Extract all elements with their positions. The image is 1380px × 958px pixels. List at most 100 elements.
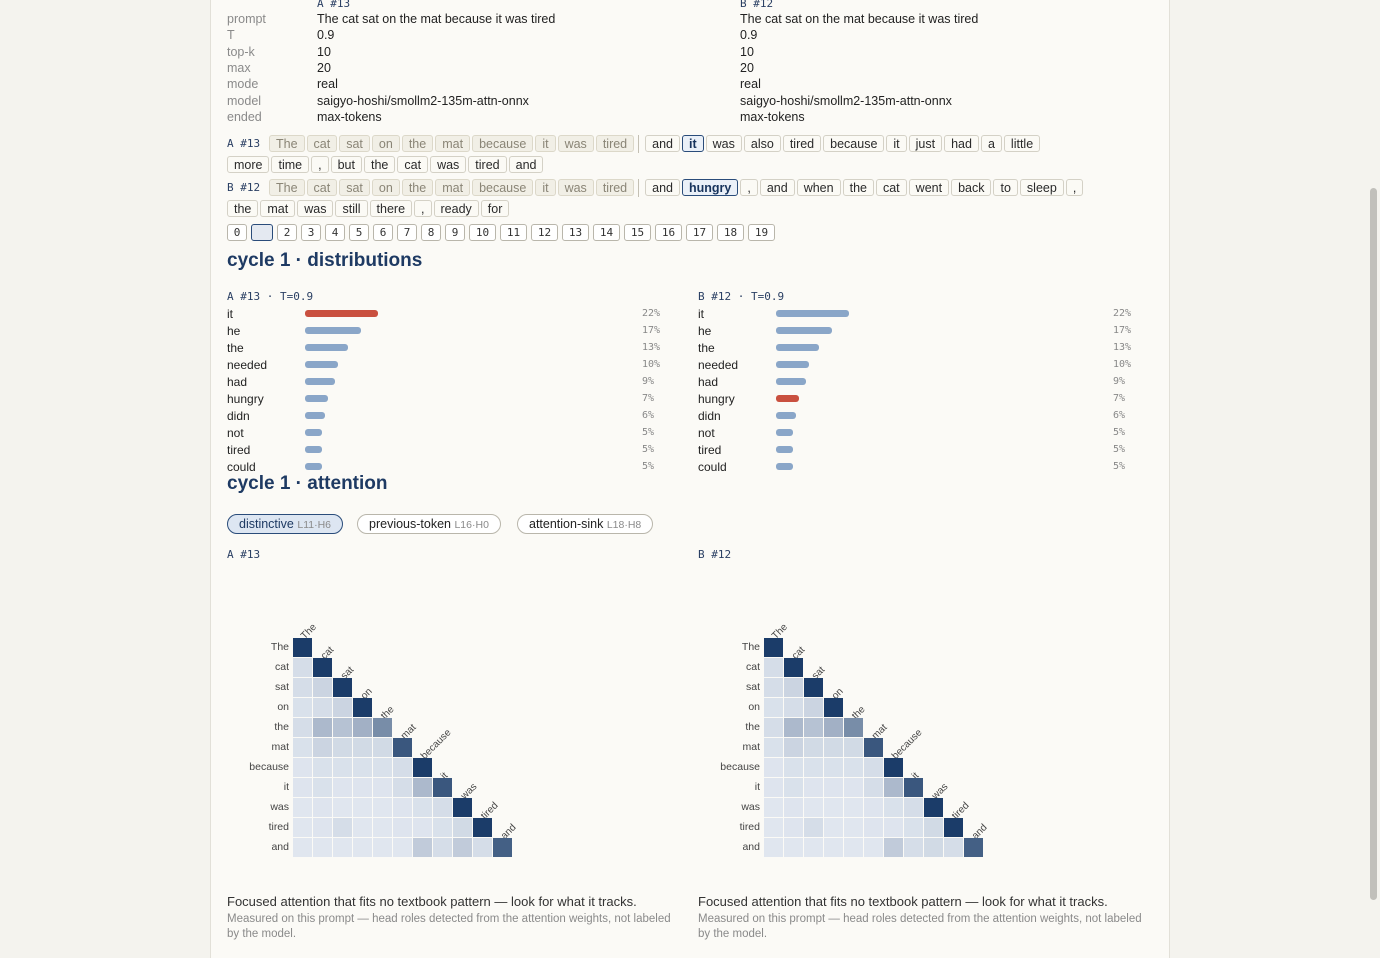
cycle-button[interactable]: 2 xyxy=(277,224,297,241)
cycle-button[interactable]: 0 xyxy=(227,224,247,241)
b-prompt-token[interactable]: tired xyxy=(595,179,635,196)
b-dist-token: the xyxy=(698,341,715,355)
a-hm-cell xyxy=(353,838,372,857)
a-dist-bar xyxy=(305,412,325,419)
a-prompt-token[interactable]: cat xyxy=(306,135,338,152)
b-prompt-token[interactable]: it xyxy=(535,179,556,196)
a-hm-cell xyxy=(313,718,332,737)
b-gen-token[interactable]: , xyxy=(1065,179,1084,196)
b-gen-token[interactable]: still xyxy=(335,200,368,217)
a-gen-token[interactable]: little xyxy=(1003,135,1041,152)
cycle-button[interactable]: 5 xyxy=(349,224,369,241)
b-gen-token[interactable]: when xyxy=(796,179,841,196)
cycle-button[interactable]: 9 xyxy=(445,224,465,241)
b-gen-token[interactable]: ready xyxy=(433,200,479,217)
a-dist-bar xyxy=(305,446,322,453)
cycle-button[interactable]: 8 xyxy=(421,224,441,241)
b-gen-token[interactable]: to xyxy=(993,179,1018,196)
b-gen-token[interactable]: sleep xyxy=(1019,179,1064,196)
cycle-button[interactable]: 17 xyxy=(686,224,713,241)
a-gen-token[interactable]: because xyxy=(823,135,885,152)
b-gen-token[interactable]: , xyxy=(740,179,758,196)
a-prompt-token[interactable]: sat xyxy=(339,135,370,152)
a-gen-token[interactable]: cat xyxy=(397,156,429,173)
cycle-button[interactable]: 12 xyxy=(531,224,558,241)
cycle-button[interactable] xyxy=(251,224,273,241)
b-gen-token[interactable]: was xyxy=(297,200,334,217)
a-gen-token[interactable]: the xyxy=(363,156,396,173)
a-gen-token[interactable]: tired xyxy=(468,156,507,173)
b-gen-token[interactable]: , xyxy=(414,200,432,217)
a-gen-token[interactable]: and xyxy=(508,156,544,173)
b-prompt-token[interactable]: The xyxy=(269,179,305,196)
cycle-button[interactable]: 13 xyxy=(562,224,589,241)
head-pill-attention-sink[interactable]: attention-sink L18·H8 xyxy=(517,514,654,534)
a-gen-token[interactable]: but xyxy=(330,156,362,173)
a-prompt-token[interactable]: on xyxy=(371,135,400,152)
a-hm-cell xyxy=(293,658,312,677)
cycle-button[interactable]: 7 xyxy=(397,224,417,241)
a-gen-token[interactable]: it xyxy=(682,135,704,152)
cycle-button[interactable]: 11 xyxy=(500,224,527,241)
a-gen-token[interactable]: a xyxy=(980,135,1002,152)
a-gen-token[interactable]: was xyxy=(705,135,742,152)
b-gen-token[interactable]: there xyxy=(369,200,413,217)
cycle-button[interactable]: 10 xyxy=(469,224,496,241)
a-prompt-token[interactable]: was xyxy=(557,135,594,152)
a-prompt-token[interactable]: The xyxy=(269,135,305,152)
b-hm-row-label: tired xyxy=(739,821,760,833)
cycle-button[interactable]: 15 xyxy=(624,224,651,241)
a-prompt-token[interactable]: the xyxy=(401,135,434,152)
b-gen-token[interactable]: and xyxy=(645,179,680,196)
cycle-button[interactable]: 19 xyxy=(748,224,775,241)
head-pill-distinctive[interactable]: distinctive L11·H6 xyxy=(227,514,344,534)
head-pill-previous-token[interactable]: previous-token L16·H0 xyxy=(357,514,501,534)
a-prompt-token[interactable]: because xyxy=(472,135,534,152)
a-gen-token[interactable]: tired xyxy=(782,135,822,152)
cycle-button[interactable]: 6 xyxy=(373,224,393,241)
b-gen-token[interactable]: the xyxy=(842,179,874,196)
b-dist-token: he xyxy=(698,324,712,338)
a-hm-cell xyxy=(393,838,412,857)
b-gen-token[interactable]: went xyxy=(908,179,950,196)
b-prompt-token[interactable]: sat xyxy=(339,179,370,196)
a-dist-pct: 17% xyxy=(642,325,661,336)
a-gen-token[interactable]: it xyxy=(886,135,907,152)
a-gen-token[interactable]: just xyxy=(908,135,943,152)
b-prompt-token[interactable]: mat xyxy=(435,179,471,196)
b-gen-token[interactable]: for xyxy=(480,200,510,217)
a-prompt-token[interactable]: tired xyxy=(595,135,635,152)
b-gen-token[interactable]: cat xyxy=(875,179,907,196)
b-gen-token[interactable]: back xyxy=(951,179,992,196)
main-panel: A #13 B #12 prompt The cat sat on the mat… xyxy=(210,0,1170,958)
b-gen-token[interactable]: and xyxy=(759,179,795,196)
b-gen-token[interactable]: the xyxy=(227,200,259,217)
a-gen-token[interactable]: and xyxy=(645,135,680,152)
b-hm-row-label: was xyxy=(741,801,760,813)
a-gen-token[interactable]: more xyxy=(227,156,270,173)
cycle-button[interactable]: 18 xyxy=(717,224,744,241)
a-gen-token[interactable]: had xyxy=(944,135,979,152)
a-hm-cell xyxy=(373,718,392,737)
b-hm-cell xyxy=(824,758,843,777)
b-prompt-token[interactable]: because xyxy=(472,179,534,196)
a-dist-pct: 7% xyxy=(642,393,655,404)
cycle-button[interactable]: 16 xyxy=(655,224,682,241)
a-prompt-token[interactable]: mat xyxy=(435,135,471,152)
a-prompt-token[interactable]: it xyxy=(535,135,556,152)
b-prompt-token[interactable]: on xyxy=(371,179,400,196)
b-prompt-token[interactable]: was xyxy=(557,179,594,196)
a-gen-token[interactable]: , xyxy=(311,156,329,173)
cycle-button[interactable]: 14 xyxy=(593,224,620,241)
a-gen-token[interactable]: also xyxy=(743,135,781,152)
a-gen-token[interactable]: time xyxy=(271,156,310,173)
b-gen-token[interactable]: hungry xyxy=(682,179,739,196)
b-prompt-token[interactable]: cat xyxy=(306,179,338,196)
cycle-button[interactable]: 4 xyxy=(325,224,345,241)
a-gen-token[interactable]: was xyxy=(430,156,467,173)
b-gen-token[interactable]: mat xyxy=(260,200,296,217)
meta-a-value: The cat sat on the mat because it was ti… xyxy=(317,12,556,26)
b-prompt-token[interactable]: the xyxy=(401,179,434,196)
cycle-button[interactable]: 3 xyxy=(301,224,321,241)
scrollbar-thumb[interactable] xyxy=(1370,188,1377,900)
